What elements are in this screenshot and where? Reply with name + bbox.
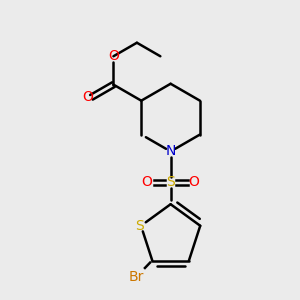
Text: O: O: [142, 176, 152, 189]
Text: O: O: [189, 176, 200, 189]
Text: O: O: [82, 90, 93, 104]
Text: S: S: [166, 176, 175, 189]
Text: O: O: [108, 49, 119, 63]
Text: N: N: [165, 145, 176, 158]
Text: Br: Br: [128, 270, 144, 284]
Text: S: S: [135, 219, 144, 233]
